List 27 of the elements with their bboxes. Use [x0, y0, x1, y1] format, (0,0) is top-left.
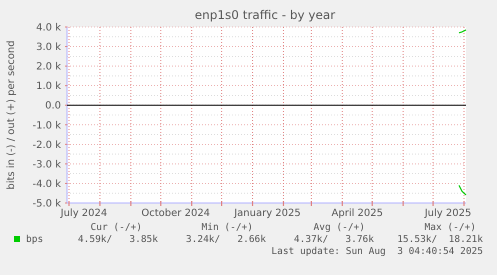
x-tick-label: April 2025	[332, 208, 384, 219]
y-tick-label: 1.0 k	[36, 81, 62, 92]
y-tick-label: 0.0	[45, 100, 61, 112]
text: Cur (-/+)	[90, 222, 142, 233]
y-tick-label: 2.0 k	[36, 62, 62, 73]
chart-title: enp1s0 traffic - by year	[194, 8, 336, 22]
y-tick-label: -2.0 k	[32, 140, 62, 151]
text: 3.24k/ 2.66k	[186, 234, 266, 245]
text: Max (-/+)	[424, 222, 476, 233]
x-tick-label: July 2024	[60, 208, 108, 219]
text: Min (-/+)	[202, 222, 253, 233]
y-tick-label: -1.0 k	[32, 120, 62, 132]
x-tick-label: January 2025	[233, 208, 301, 219]
y-tick-label: -4.0 k	[32, 178, 62, 190]
text: 15.53k/ 18.21k	[397, 234, 484, 245]
y-axis-title: bits in (-) / out (+) per second	[6, 40, 17, 190]
text: 4.59k/ 3.85k	[78, 234, 158, 245]
y-tick-label: 3.0 k	[36, 42, 62, 54]
text: 4.37k/ 3.76k	[294, 234, 374, 245]
y-tick-label: -3.0 k	[32, 159, 62, 170]
y-tick-label: 4.0 k	[36, 22, 62, 34]
legend-label: bps	[26, 234, 44, 245]
x-tick-label: October 2024	[141, 208, 210, 219]
y-tick-label: -5.0 k	[32, 198, 62, 210]
x-tick-label: July 2025	[424, 208, 472, 219]
text: Last update: Sun Aug 3 04:40:54 2025	[271, 246, 483, 257]
text: Avg (-/+)	[314, 222, 365, 233]
